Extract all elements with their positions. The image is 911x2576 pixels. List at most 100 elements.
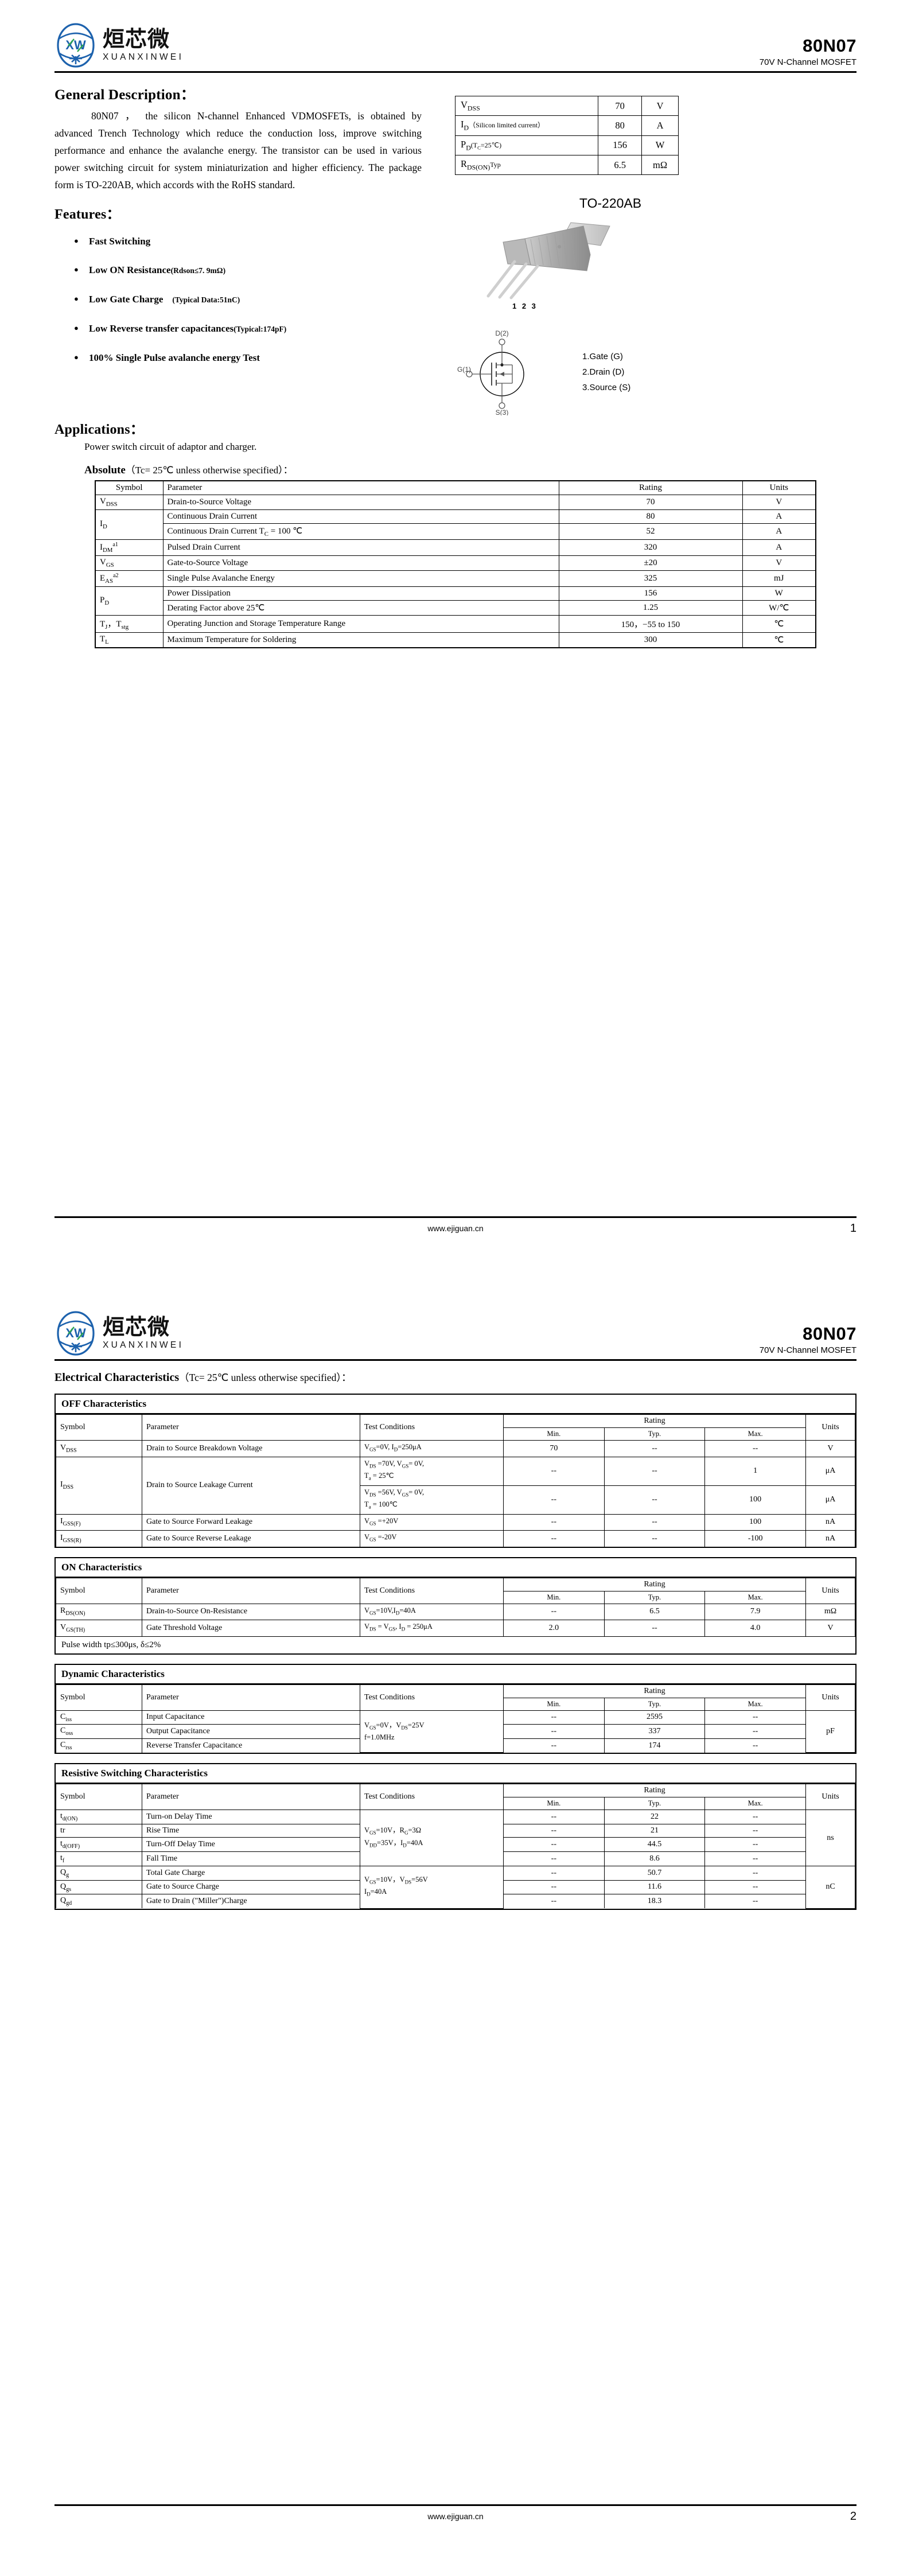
pin-list-item: 1.Gate (G) [582,352,623,362]
col-rating: Rating [558,480,743,496]
col-max: Max. [704,1797,806,1811]
cell-typ: 174 [604,1738,706,1753]
cell-conditions: VGS =+20V [360,1513,504,1531]
col-rating: Rating [503,1414,806,1428]
cell-max: -- [704,1710,806,1725]
cell-max: -- [704,1880,806,1895]
col-symbol: Symbol [56,1784,142,1811]
off-characteristics-block: OFF Characteristics Symbol Parameter Test … [54,1394,857,1548]
col-units: Units [805,1577,855,1604]
cell-symbol: RDS(ON) [56,1603,142,1620]
spec-row: RDS(ON)Typ 6.5 mΩ [454,154,679,176]
cell-parameter: Turn-Off Delay Time [142,1837,360,1852]
cell-unit: W/℃ [742,600,816,616]
feature-item: Low Reverse transfer capacitances(Typica… [74,322,422,336]
table-row: Qg Total Gate Charge VGS=10V，VDS=56V ID=40A… [56,1865,855,1909]
cell-symbol: tr [56,1824,142,1838]
table-subheader-row: Min. Typ. Max. [56,1797,855,1811]
cell-symbol: VGS [95,555,163,571]
datasheet-page-2: XW 烜芯微 XUANXINWEI 80N07 70V N-Channel MO… [0,1288,911,2576]
spec-value: 6.5 [598,154,643,176]
spec-value: 156 [598,135,643,155]
cell-typ: -- [604,1513,706,1531]
cell-parameter: Turn-on Delay Time [142,1810,360,1825]
table-row: Continuous Drain Current TC = 100 ℃ 52 A [95,523,816,540]
col-typ: Typ. [604,1697,706,1711]
table-row: EASa2 Single Pulse Avalanche Energy 325 mJ [95,570,816,587]
footer-url[interactable]: www.ejiguan.cn [427,2512,484,2521]
cell-unit: ℃ [742,615,816,633]
cell-typ: 21 [604,1824,706,1838]
cell-parameter: Rise Time [142,1824,360,1838]
switching-table: Symbol Parameter Test Conditions Rating Unit… [56,1784,855,1909]
table-row: VDS =56V, VGS= 0V, Ta = 100℃ -- -- 100 μA [56,1485,855,1515]
spec-value: 70 [598,95,643,116]
table-row: tf Fall Time -- 8.6 -- [56,1851,855,1866]
cell-parameter: Continuous Drain Current TC = 100 ℃ [162,523,559,540]
cell-min: 70 [503,1440,605,1457]
cell-rating: 52 [558,523,743,540]
electrical-title: Electrical Characteristics [54,1371,180,1384]
cell-min: -- [503,1810,605,1825]
brand-name-cn: 烜芯微 [103,1314,170,1340]
cell-parameter: Operating Junction and Storage Temperatu… [162,615,559,633]
cell-typ: 11.6 [604,1880,706,1895]
cell-rating: 150，−55 to 150 [558,615,743,633]
cell-typ: 2595 [604,1710,706,1725]
cell-typ: 8.6 [604,1851,706,1866]
cell-symbol: Ciss [56,1710,142,1725]
cell-unit: A [742,539,816,557]
cell-min: -- [503,1824,605,1838]
schematic-source-label: S(3) [496,408,509,415]
cell-rating: 300 [558,632,743,648]
cell-parameter: Gate to Source Forward Leakage [142,1513,360,1531]
table-row: VGS(TH) Gate Threshold Voltage VDS = VGS, … [56,1620,855,1636]
col-symbol: Symbol [56,1414,142,1441]
col-rating: Rating [503,1784,806,1798]
table-row: IGSS(R) Gate to Source Reverse Leakage VGS… [56,1530,855,1547]
cell-typ: -- [604,1485,706,1515]
feature-label: Fast Switching [89,236,151,247]
cell-rating: 80 [558,509,743,524]
table-header-row: Symbol Parameter Test Conditions Rating Unit… [56,1784,855,1811]
pin-assignment-list: 1.Gate (G) 2.Drain (D) 3.Source (S) [565,329,630,410]
spec-symbol: ID（Silicon limited current） [454,115,599,136]
cell-max: -- [704,1824,806,1838]
footer-url[interactable]: www.ejiguan.cn [427,1224,484,1233]
cell-max: -- [704,1440,806,1457]
cell-unit: μA [805,1485,855,1515]
table-row: RDS(ON) Drain-to-Source On-Resistance VGS=… [56,1603,855,1620]
cell-unit: nC [805,1865,855,1909]
cell-max: -- [704,1810,806,1825]
cell-typ: 50.7 [604,1865,706,1881]
cell-conditions: VGS=0V，VDS=25V f=1.0MHz [360,1710,504,1753]
on-title: ON Characteristics [56,1558,855,1578]
cell-symbol: EASa2 [95,570,163,587]
cell-symbol: Qgs [56,1880,142,1895]
mosfet-schematic: D(2) G(1) S(3) 1.Gate (G) 2.Drain (D) 3.So… [445,329,776,417]
col-typ: Typ. [604,1590,706,1604]
cell-typ: -- [604,1530,706,1547]
cell-parameter: Drain-to-Source On-Resistance [142,1603,360,1620]
cell-min: -- [503,1880,605,1895]
table-header-row: Symbol Parameter Test Conditions Rating Unit… [56,1577,855,1604]
col-units: Units [742,480,816,496]
col-units: Units [805,1414,855,1441]
col-units: Units [805,1684,855,1711]
cell-parameter: Drain to Source Breakdown Voltage [142,1440,360,1457]
absolute-title: Absolute [84,464,126,477]
col-units: Units [805,1784,855,1811]
col-test-conditions: Test Conditions [360,1684,504,1711]
package-photo: 1 2 3 [445,216,776,313]
cell-parameter: Input Capacitance [142,1710,360,1725]
table-row: Coss Output Capacitance -- 337 -- [56,1724,855,1740]
cell-typ: 22 [604,1810,706,1825]
cell-max: 100 [704,1513,806,1531]
cell-symbol: tf [56,1851,142,1866]
feature-label: Low ON Resistance [89,264,171,275]
spec-symbol: PD(TC=25℃) [454,135,599,155]
cell-min: 2.0 [503,1620,605,1636]
cell-parameter: Gate to Source Reverse Leakage [142,1530,360,1547]
cell-parameter: Pulsed Drain Current [162,539,559,557]
spec-symbol: RDS(ON)Typ [454,154,599,176]
